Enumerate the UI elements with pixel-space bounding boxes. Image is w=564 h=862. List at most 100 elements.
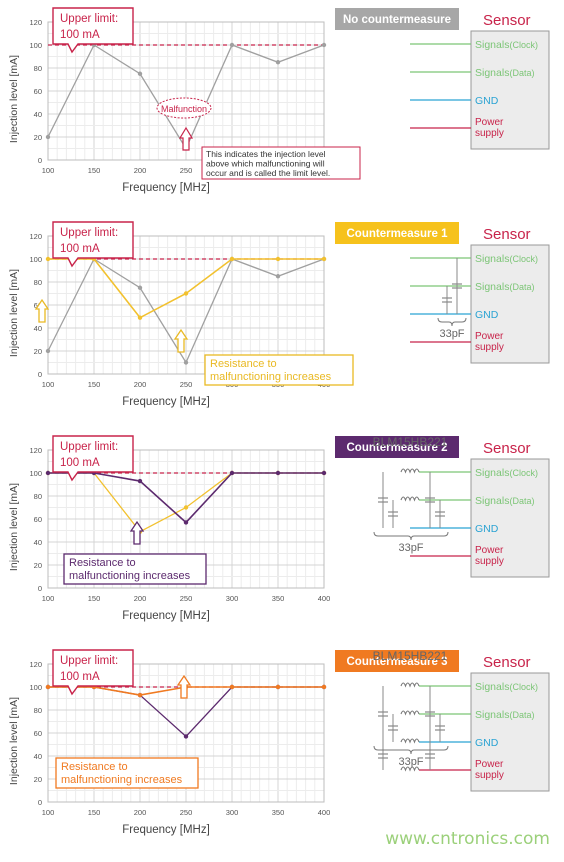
improvement-arrow <box>173 328 189 353</box>
y-tick-label: 0 <box>38 370 42 379</box>
y-tick-label: 40 <box>34 110 42 119</box>
panel-countermeasure-1: 020406080100120100150200250300350400Freq… <box>0 214 564 428</box>
signal-label-sub: (Clock) <box>509 682 538 692</box>
x-tick-label: 400 <box>318 808 331 817</box>
y-tick-label: 80 <box>34 278 42 287</box>
countermeasure-badge-label: Countermeasure 3 <box>347 656 448 668</box>
sensor-box <box>470 672 550 792</box>
data-point <box>321 42 327 48</box>
callout-text: Upper limit: <box>60 227 118 239</box>
filter-circuit: 33pF <box>437 258 467 340</box>
signal-label-sub: (Data) <box>509 282 534 292</box>
data-point <box>45 256 51 262</box>
sensor-title: Sensor <box>483 12 531 29</box>
y-tick-label: 100 <box>29 41 42 50</box>
signal-label: GND <box>475 309 499 321</box>
callout-box <box>52 221 134 268</box>
improvement-arrow <box>176 674 192 699</box>
x-tick-label: 350 <box>272 808 285 817</box>
x-tick-label: 200 <box>134 808 147 817</box>
x-tick-label: 300 <box>226 594 239 603</box>
countermeasure-badge-label: Countermeasure 2 <box>347 442 448 454</box>
data-point <box>137 71 143 76</box>
sensor-block: Sensor Signals(Clock) Signals(Data) GND Powe… <box>410 440 550 578</box>
callout-text: 100 mA <box>60 29 100 41</box>
inductor-coil <box>400 468 420 474</box>
y-tick-label: 100 <box>29 255 42 264</box>
signal-label-sub: supply <box>475 770 504 781</box>
signal-label: GND <box>475 523 499 535</box>
y-tick-label: 60 <box>34 515 42 524</box>
data-point <box>275 60 281 65</box>
signal-label: GND <box>475 737 499 749</box>
data-point <box>183 734 189 739</box>
improvement-arrow <box>34 298 50 323</box>
x-tick-label: 150 <box>88 808 101 817</box>
y-tick-label: 20 <box>34 347 42 356</box>
note-text: This indicates the injection level <box>206 149 326 159</box>
x-tick-label: 300 <box>226 808 239 817</box>
countermeasure-badge <box>335 8 459 30</box>
signal-label-sub: (Clock) <box>509 254 538 264</box>
sensor-title: Sensor <box>483 440 531 457</box>
signal-label: Signals(Clock) <box>475 467 538 479</box>
signal-label: Signals(Data) <box>475 495 534 507</box>
panel-countermeasure-2: 0 20 40 60 80 100 120 100 150 200 250 300 350 400 Freq… <box>0 428 564 642</box>
sensor-block: Sensor Signals(Clock) Signals(Data) GND Powe… <box>410 654 550 792</box>
data-point <box>275 470 281 476</box>
signal-label-sub: supply <box>475 128 504 139</box>
x-tick-label: 350 <box>272 594 285 603</box>
signal-label-sub: (Clock) <box>509 40 538 50</box>
y-tick-label: 120 <box>29 232 42 241</box>
malfunction-bubble <box>156 97 212 119</box>
panel-countermeasure-3: 0 20 40 60 80 100 120 100 150 200 250 300 350 400 Freq… <box>0 642 564 857</box>
x-axis-label: Frequency [MHz] <box>122 824 210 836</box>
y-tick-label: 120 <box>29 446 42 455</box>
note-box <box>201 146 361 180</box>
countermeasure-badge <box>335 222 459 244</box>
capacitor-brace <box>373 531 449 541</box>
signal-label-sub: supply <box>475 342 504 353</box>
data-point <box>137 285 143 290</box>
callout-text: Upper limit: <box>60 441 118 453</box>
y-axis-label: Injection level [mA] <box>8 483 20 571</box>
y-tick-label: 80 <box>34 706 42 715</box>
x-tick-label: 100 <box>42 380 55 389</box>
data-point <box>45 684 51 690</box>
data-point <box>183 360 189 365</box>
filter-circuit: BLM15HB221 33pF <box>373 435 449 554</box>
data-point <box>229 256 235 262</box>
signal-label: Power <box>475 545 504 556</box>
y-tick-label: 0 <box>38 584 42 593</box>
x-tick-label: 200 <box>134 594 147 603</box>
y-tick-label: 60 <box>34 729 42 738</box>
data-point <box>321 470 327 476</box>
y-axis-label: Injection level [mA] <box>8 55 20 143</box>
y-tick-label: 0 <box>38 156 42 165</box>
y-tick-label: 0 <box>38 798 42 807</box>
data-point <box>183 505 189 510</box>
x-tick-label: 150 <box>88 380 101 389</box>
callout-text: 100 mA <box>60 243 100 255</box>
signal-label-sub: (Data) <box>509 68 534 78</box>
x-axis-label: Frequency [MHz] <box>122 182 210 194</box>
plot-frame <box>47 449 325 589</box>
data-point <box>229 470 235 476</box>
upper-limit-callout: Upper limit: 100 mA <box>52 435 134 482</box>
x-tick-label: 100 <box>42 808 55 817</box>
countermeasure-badge <box>335 436 459 458</box>
y-axis-label: Injection level [mA] <box>8 269 20 357</box>
x-tick-label: 100 <box>42 594 55 603</box>
signal-label: Signals(Clock) <box>475 253 538 265</box>
capacitor-brace <box>373 745 449 755</box>
x-tick-label: 250 <box>180 380 193 389</box>
data-point <box>137 692 143 698</box>
callout-box <box>52 435 134 482</box>
x-axis-label: Frequency [MHz] <box>122 396 210 408</box>
inductor-coil <box>400 738 420 744</box>
improvement-arrow <box>129 520 145 545</box>
inductor-coil <box>400 766 420 772</box>
x-tick-label: 100 <box>42 166 55 175</box>
signal-label: GND <box>475 95 499 107</box>
sensor-title: Sensor <box>483 226 531 243</box>
